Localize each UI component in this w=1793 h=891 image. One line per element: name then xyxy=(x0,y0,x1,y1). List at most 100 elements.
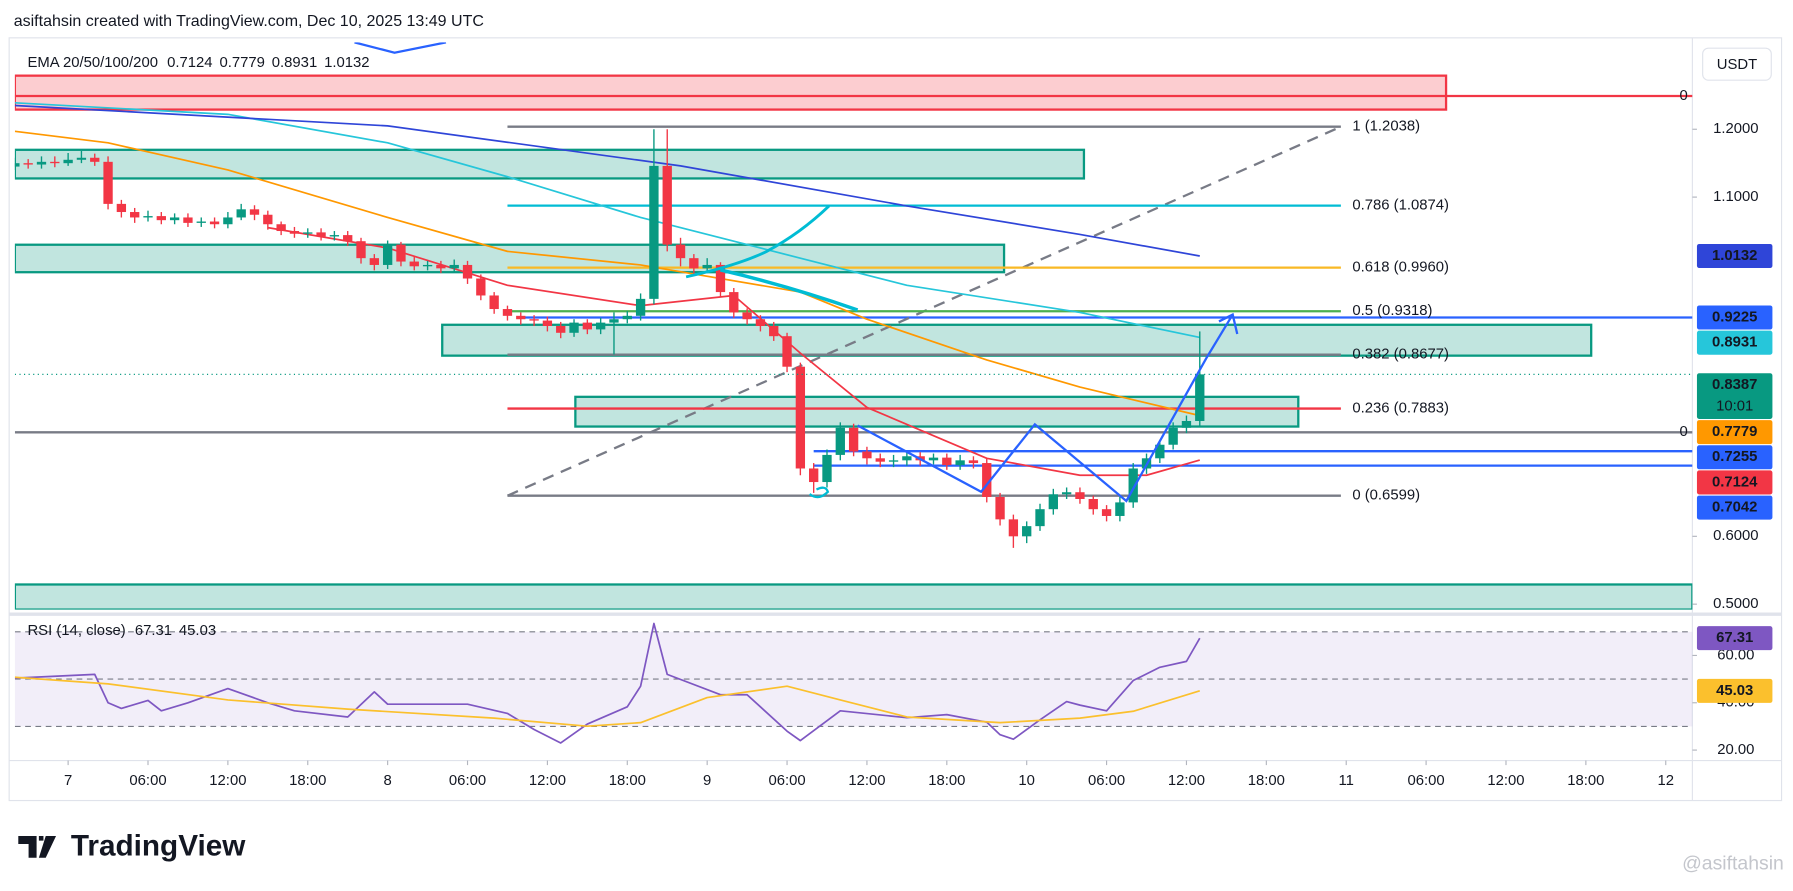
price-tag xyxy=(1696,373,1773,419)
candle-body xyxy=(103,161,113,204)
price-tag xyxy=(1696,420,1773,445)
candle-body xyxy=(343,235,353,242)
x-tick-label: 12 xyxy=(1657,773,1674,789)
candle-body xyxy=(1101,509,1112,516)
rsi-line xyxy=(14,676,1201,728)
candle-body xyxy=(1128,468,1138,503)
zone xyxy=(14,148,1086,180)
x-tick-label: 18:00 xyxy=(1248,773,1285,789)
candle-body xyxy=(902,456,912,461)
candle-body xyxy=(90,157,100,162)
candle-body xyxy=(502,309,513,316)
candle-body xyxy=(982,463,992,497)
line-label: 0 xyxy=(1680,424,1688,440)
line-label: 0 xyxy=(1680,88,1688,104)
candle-body xyxy=(382,244,393,265)
candle-body xyxy=(356,241,366,259)
candle-body xyxy=(476,278,486,296)
candle-body xyxy=(516,315,526,320)
candle-body xyxy=(23,163,33,165)
candle-body xyxy=(862,451,872,459)
candle-body xyxy=(396,244,406,262)
price-tag-label: 0.7255 xyxy=(1712,449,1757,465)
fib-label: 0.236 (0.7883) xyxy=(1352,400,1449,416)
candle-body xyxy=(955,460,965,466)
candle-body xyxy=(822,454,832,483)
x-tick-label: 06:00 xyxy=(768,773,805,789)
candle-body xyxy=(409,261,419,267)
candle-body xyxy=(529,319,539,321)
x-tick-label: 8 xyxy=(384,773,392,789)
price-tag-label: 0.7779 xyxy=(1712,424,1757,440)
y-tick-label: 1.2000 xyxy=(1713,121,1758,137)
x-tick-label: 06:00 xyxy=(129,773,166,789)
ema-line xyxy=(14,130,1200,417)
x-tick-label: 18:00 xyxy=(609,773,646,789)
candle-body xyxy=(130,212,140,218)
fib-label: 1 (1.2038) xyxy=(1352,119,1420,135)
candle-body xyxy=(1195,374,1205,421)
zone xyxy=(441,323,1593,357)
candle-body xyxy=(422,264,433,267)
candle-body xyxy=(209,221,220,225)
brand: TradingView xyxy=(71,829,246,862)
candle-body xyxy=(1168,427,1178,445)
candle-body xyxy=(1155,444,1165,459)
x-tick-label: 18:00 xyxy=(1567,773,1604,789)
candle-body xyxy=(928,457,939,461)
price-tag-label: 0.8931 xyxy=(1712,335,1757,351)
rsi-y-tick-label: 20.00 xyxy=(1717,742,1754,758)
candle-body xyxy=(462,264,473,279)
ema-line xyxy=(14,104,1200,257)
main-pane xyxy=(14,74,1693,610)
drawing-swirl xyxy=(808,486,830,499)
candle-body xyxy=(809,468,819,483)
legend-value: 0.7779 xyxy=(219,55,264,71)
candle-body xyxy=(196,221,206,223)
price-tag xyxy=(1696,330,1773,355)
zone xyxy=(14,583,1693,610)
currency-button[interactable] xyxy=(1702,47,1772,81)
candle-body xyxy=(223,217,233,225)
candle-body xyxy=(596,322,606,330)
y-tick-label: 1.1000 xyxy=(1713,189,1758,205)
candle-body xyxy=(303,232,313,234)
candle-body xyxy=(156,216,166,221)
y-tick-label: 0.6000 xyxy=(1713,528,1758,544)
drawing-curve xyxy=(720,268,859,312)
price-tags: 1.0132 0.9225 0.8931 0.8387 10:01 0.7779 0.725… xyxy=(1696,243,1773,703)
x-tick-label: 12:00 xyxy=(1487,773,1524,789)
candle-body xyxy=(143,216,153,218)
candle-body xyxy=(369,258,379,265)
candle-body xyxy=(689,258,699,269)
x-tick-label: 06:00 xyxy=(449,773,486,789)
candle-body xyxy=(63,159,73,164)
frame xyxy=(8,37,1783,802)
zone xyxy=(574,395,1300,428)
candle-body xyxy=(848,427,859,452)
candle-body xyxy=(769,326,779,337)
candle-body xyxy=(556,326,566,333)
x-tick-label: 11 xyxy=(1339,773,1354,789)
candle-body xyxy=(1088,499,1098,510)
drawings xyxy=(354,42,1239,503)
price-tag xyxy=(1696,626,1773,651)
fib-label: 0.382 (0.8677) xyxy=(1352,347,1449,363)
watermark: @asiftahsin xyxy=(1682,853,1784,875)
fib-label: 0.618 (0.9960) xyxy=(1352,260,1449,276)
price-tag xyxy=(1696,470,1773,495)
candle-body xyxy=(702,264,712,269)
candle-body xyxy=(436,264,446,269)
fib-label: 0.5 (0.9318) xyxy=(1352,303,1432,319)
price-tag xyxy=(1696,495,1773,520)
candle-body xyxy=(609,319,619,323)
candle-body xyxy=(14,163,20,167)
price-tag-label: 45.03 xyxy=(1716,683,1753,699)
currency[interactable]: USDT xyxy=(1717,57,1757,73)
candle-body xyxy=(755,319,766,327)
candle-body xyxy=(263,214,273,225)
candle-body xyxy=(1022,526,1032,537)
x-tick-label: 12:00 xyxy=(848,773,885,789)
candle-body xyxy=(742,312,752,320)
